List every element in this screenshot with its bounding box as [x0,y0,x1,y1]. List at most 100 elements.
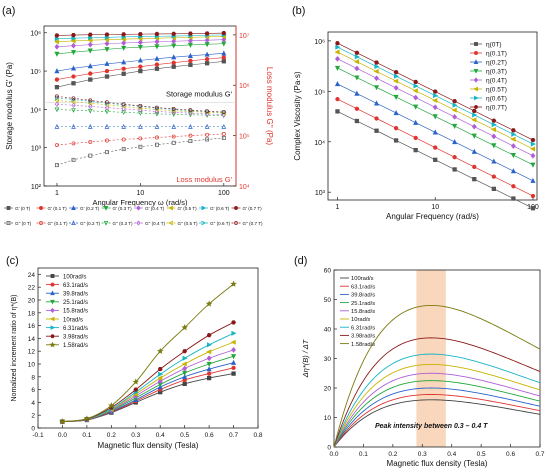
data-point [206,342,213,348]
chart-b: 11010010³10⁴10⁵10⁶η(0T)η(0.1T)η(0.2T)η(0… [293,31,539,221]
data-point [353,59,360,65]
highlight-band [416,270,446,447]
loss-point [221,135,226,140]
storage-point [154,55,160,61]
data-point [393,70,399,75]
data-point [452,102,458,108]
data-point [491,122,497,128]
storage-point [71,32,76,38]
legend-marker [6,221,11,225]
storage-point [204,31,210,36]
legend-label: G'' (0.6 T) [210,221,231,226]
data-point [374,63,380,70]
y-tick-label: 20 [324,386,332,393]
loss-point [154,135,159,140]
data-point [451,107,457,113]
y-tick-label: 10 [324,415,332,422]
data-point [354,54,360,60]
loss-point [171,140,176,145]
legend-marker [474,95,479,101]
storage-point [88,35,94,41]
loss-point [154,111,160,117]
storage-point [54,85,60,90]
legend-label: 6.31rad/s [351,325,375,331]
data-point [530,162,536,168]
data-point [108,402,115,409]
storage-point [187,37,193,44]
loss-point [204,110,210,115]
data-point [452,114,458,120]
data-point [393,126,399,131]
legend-marker [473,77,479,83]
x-axis-title: Magnetic flux density (Tesla) [387,459,488,468]
loss-point [188,124,193,129]
data-point [354,106,360,111]
storage-point [138,68,143,74]
plot-frame [43,25,237,187]
data-point [354,65,360,72]
data-point [182,365,188,372]
x-tick-label: 0.7 [535,451,544,458]
storage-point [54,51,60,57]
panel-label: (d) [294,255,307,267]
legend-marker [473,86,478,92]
legend-label: G'' (0.4 T) [145,221,166,226]
loss-point [54,94,60,99]
legend-marker [39,221,43,225]
legend-label: 25.1rad/s [351,301,375,307]
legend-label: 100rad/s [351,276,374,282]
data-point [393,110,399,116]
loss-point [205,137,210,142]
y-tick-label: 14 [28,336,36,343]
legend-label: G' (0.6 T) [210,206,230,211]
data-point [373,68,379,74]
legend-label: 1.58rad/s [351,342,375,348]
data-point [206,366,212,372]
legend-label: G'' (0.7 T) [243,221,264,226]
y-tick-label: 18 [28,310,36,317]
y-axis-title: Complex Viscosity (Pa·s) [293,71,302,161]
data-point [511,184,516,189]
storage-point [187,52,193,58]
y-tick-label: 10³ [315,190,326,197]
data-point [354,90,360,96]
storage-point [104,74,110,79]
series-line [333,304,541,448]
legend-marker [50,325,56,330]
y-tick-label: 40 [324,327,332,334]
y-tick-label: 12 [28,349,36,356]
loss-point [154,105,160,110]
storage-point [54,43,60,50]
data-point [206,333,212,338]
data-point [490,126,496,133]
storage-point [53,39,60,45]
data-point [374,128,379,133]
x-tick-label: 0.8 [253,432,262,439]
data-point [206,371,212,376]
x-tick-label: 0.2 [388,451,397,458]
loss-point [87,108,93,114]
legend-label: η(0.6T) [486,96,507,103]
y-tick-label: 22 [28,285,36,292]
legend-marker [233,221,239,225]
storage-point [221,55,226,60]
loss-point [54,163,59,168]
storage-point [88,71,93,76]
legend-marker [103,206,109,211]
loss-point [54,107,60,113]
legend-marker [233,206,239,210]
loss-point [138,111,143,116]
y-tick-label: 10⁶ [30,31,41,38]
data-point [182,381,187,386]
storage-point [221,31,227,36]
data-point [393,73,400,79]
data-point [157,375,163,381]
x-tick-label: -0.1 [32,432,44,439]
data-point [334,49,340,55]
x-tick-label: 10 [136,190,144,197]
loss-point [71,108,76,113]
data-point [530,177,536,183]
data-point [471,117,477,123]
x-axis-title: Angular Frequency (rad/s) [386,212,479,221]
legend-marker [50,307,55,314]
